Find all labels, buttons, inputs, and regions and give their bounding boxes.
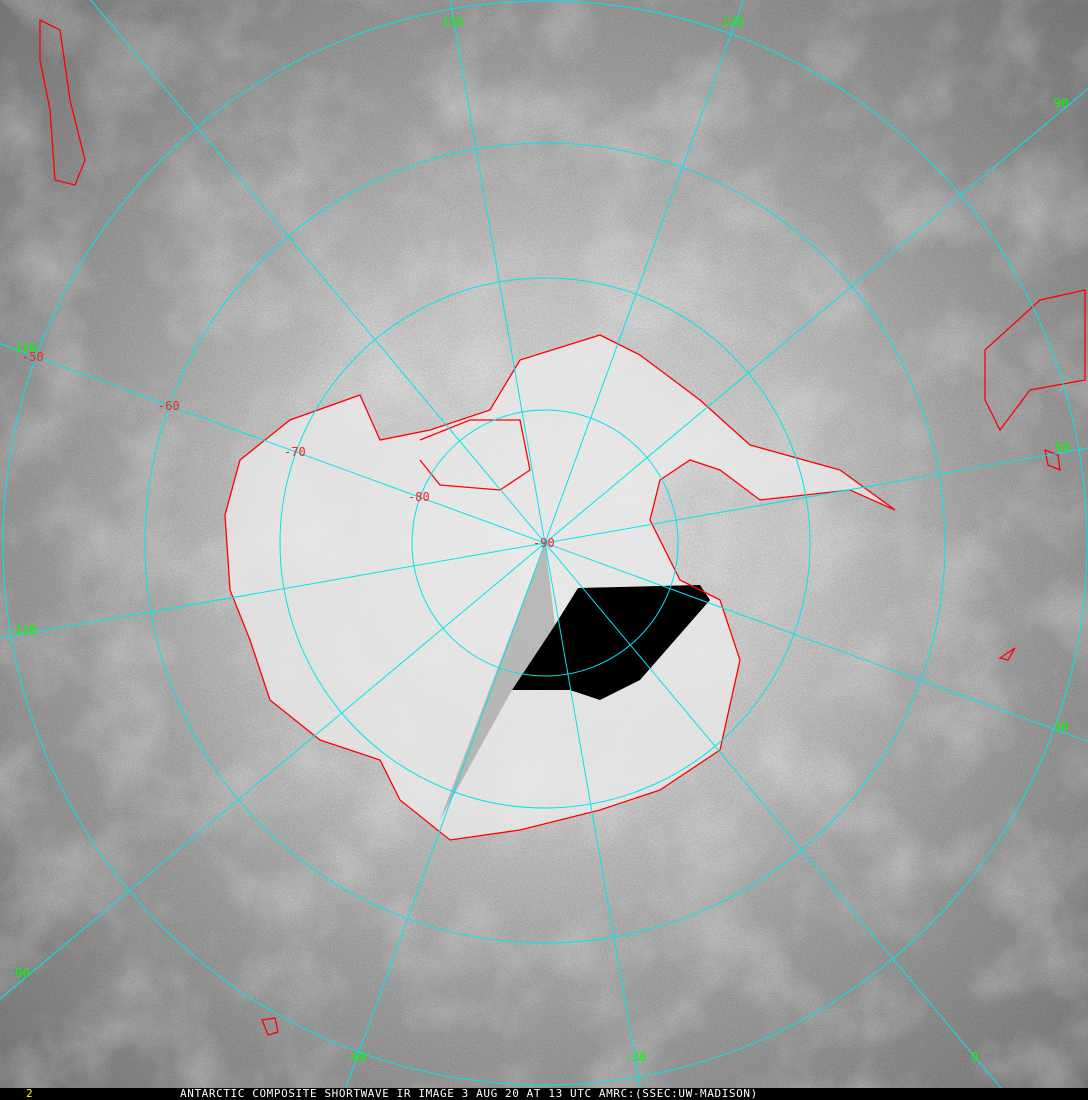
lon-label-neg150: -150 xyxy=(8,341,37,355)
lon-label-30: 30 xyxy=(1054,720,1068,734)
lat-label-70: -70 xyxy=(284,445,306,459)
meridian-line xyxy=(449,0,641,1088)
graticule-labels: -90 -50 -60 -70 -80 150 120 90 60 30 0 -… xyxy=(8,15,1070,1064)
lon-label-neg30: -30 xyxy=(625,1050,647,1064)
lon-label-neg60: -60 xyxy=(345,1050,367,1064)
missing-data-wedge xyxy=(512,585,710,700)
latitude-circle xyxy=(411,409,679,677)
lat-label-50: -50 xyxy=(22,350,44,364)
lat-label-80: -80 xyxy=(408,490,430,504)
latitude-circle xyxy=(279,277,811,809)
coastline xyxy=(39,18,1086,1036)
lon-label-150: 150 xyxy=(442,15,464,29)
meridian-line xyxy=(0,447,1088,639)
lon-label-60: 60 xyxy=(1056,440,1070,454)
lon-label-neg120: -120 xyxy=(8,623,37,637)
lon-label-120: 120 xyxy=(722,15,744,29)
pole-label: -90 xyxy=(533,536,555,550)
meridian-line xyxy=(0,88,1088,1000)
frame-number: 2 xyxy=(26,1087,33,1100)
lat-label-60: -60 xyxy=(158,399,180,413)
meridian-line xyxy=(0,343,1088,743)
latitude-circle xyxy=(144,142,946,944)
lon-label-90: 90 xyxy=(1054,96,1068,110)
meridian-line xyxy=(90,0,1002,1088)
lon-label-neg90: -90 xyxy=(8,966,30,980)
meridian-line xyxy=(345,0,745,1088)
lon-label-0: 0 xyxy=(971,1050,978,1064)
caption-bar: 2 ANTARCTIC COMPOSITE SHORTWAVE IR IMAGE… xyxy=(0,1088,1088,1100)
image-title: ANTARCTIC COMPOSITE SHORTWAVE IR IMAGE 3… xyxy=(180,1087,758,1100)
